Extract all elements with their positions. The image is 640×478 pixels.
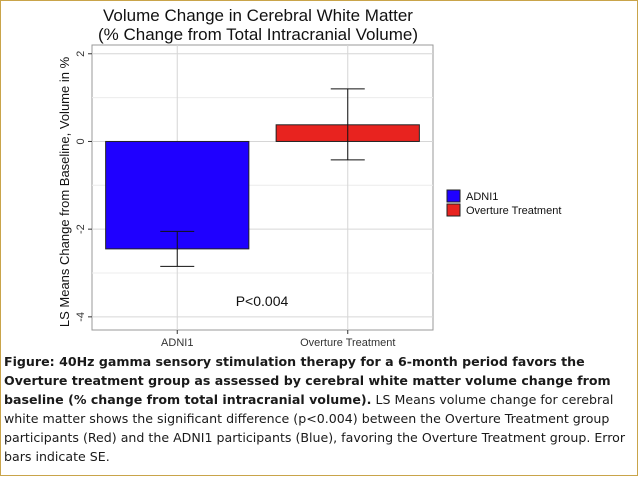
y-tick-label: -4 <box>75 312 87 322</box>
x-tick-label: ADNI1 <box>161 337 193 349</box>
p-value-annotation: P<0.004 <box>236 293 289 309</box>
legend-swatch-1 <box>446 203 461 217</box>
caption-bold: Figure: 40Hz gamma sensory stimulation t… <box>4 354 611 407</box>
y-tick-label: -2 <box>75 224 87 234</box>
chart-subtitle: (% Change from Total Intracranial Volume… <box>98 25 418 44</box>
legend-label-1: Overture Treatment <box>466 205 561 217</box>
caption-text: LS Means volume change for cerebral whit… <box>4 392 626 464</box>
figure-caption: Figure: 40Hz gamma sensory stimulation t… <box>4 352 632 466</box>
y-tick-label: 0 <box>75 138 87 144</box>
legend-label-0: ADNI1 <box>466 191 498 203</box>
chart-title: Volume Change in Cerebral White Matter <box>103 6 413 25</box>
legend-swatch-0 <box>446 189 461 203</box>
y-tick-label: 2 <box>75 51 87 57</box>
legend: ADNI1 Overture Treatment <box>446 189 561 217</box>
x-tick-label: Overture Treatment <box>300 337 395 349</box>
bar-chart: Volume Change in Cerebral White Matter (… <box>57 6 561 349</box>
y-axis-label: LS Means Change from Baseline, Volume in… <box>57 56 72 327</box>
